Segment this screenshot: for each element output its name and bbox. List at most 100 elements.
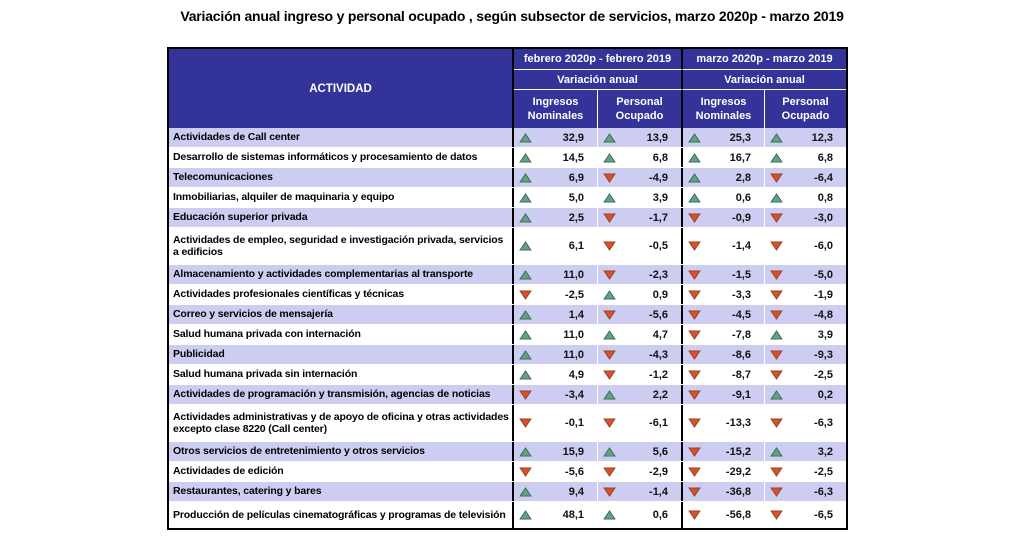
down-triangle-icon [603, 418, 616, 428]
cell-value: -3,0 [814, 211, 833, 224]
value-cell: 5,6 [598, 442, 683, 461]
value-cell: -2,9 [598, 462, 683, 481]
cell-value: -3,4 [565, 388, 584, 401]
cell-value: 3,2 [817, 445, 833, 458]
down-triangle-icon [688, 369, 701, 380]
down-triangle-icon [603, 241, 616, 251]
table-row: Publicidad 11,0 -4,3 -8,6 -9,3 [169, 345, 846, 365]
down-triangle-icon [770, 309, 783, 320]
value-cell: 16,7 [683, 148, 765, 167]
up-triangle-icon [770, 329, 783, 340]
value-cell: 3,9 [765, 325, 846, 344]
cell-value: 0,6 [652, 509, 668, 521]
value-cell: -29,2 [683, 462, 765, 481]
activity-name: Actividades de empleo, seguridad e inves… [169, 228, 514, 264]
down-triangle-icon [519, 389, 532, 400]
cell-value: -4,8 [814, 308, 833, 321]
up-triangle-icon [603, 152, 616, 163]
value-cell: 6,8 [598, 148, 683, 167]
value-cell: 6,8 [765, 148, 846, 167]
cell-value: 3,9 [652, 191, 668, 204]
value-cell: 0,6 [683, 188, 765, 207]
cell-value: 0,8 [817, 191, 833, 204]
value-cell: -4,3 [598, 345, 683, 364]
table-header: ACTIVIDAD febrero 2020p - febrero 2019 m… [169, 49, 846, 128]
up-triangle-icon [688, 192, 701, 203]
cell-value: -8,6 [732, 348, 751, 361]
value-cell: 2,5 [514, 208, 598, 227]
table-row: Educación superior privada 2,5 -1,7 -0,9… [169, 208, 846, 228]
up-triangle-icon [603, 289, 616, 300]
value-cell: -6,5 [765, 502, 846, 528]
variation-table: ACTIVIDAD febrero 2020p - febrero 2019 m… [167, 47, 848, 530]
up-triangle-icon [603, 389, 616, 400]
value-cell: 14,5 [514, 148, 598, 167]
cell-value: -2,9 [649, 465, 668, 478]
value-cell: 11,0 [514, 265, 598, 284]
cell-value: -2,5 [565, 288, 584, 301]
value-cell: -0,1 [514, 405, 598, 441]
down-triangle-icon [688, 212, 701, 223]
table-row: Actividades de empleo, seguridad e inves… [169, 228, 846, 265]
cell-value: 6,8 [817, 151, 833, 164]
up-triangle-icon [770, 192, 783, 203]
cell-value: -8,7 [732, 368, 751, 381]
cell-value: 0,6 [735, 191, 751, 204]
value-cell: 2,8 [683, 168, 765, 187]
cell-value: -0,5 [649, 240, 668, 252]
table-row: Almacenamiento y actividades complementa… [169, 265, 846, 285]
activity-name: Otros servicios de entretenimiento y otr… [169, 442, 514, 461]
down-triangle-icon [603, 466, 616, 477]
cell-value: -1,2 [649, 368, 668, 381]
cell-value: 1,4 [568, 308, 584, 321]
activity-name: Inmobiliarias, alquiler de maquinaria y … [169, 188, 514, 207]
cell-value: 13,9 [646, 131, 668, 144]
value-cell: -8,7 [683, 365, 765, 384]
down-triangle-icon [603, 172, 616, 183]
activity-name: Producción de películas cinematográficas… [169, 502, 514, 528]
cell-value: 6,9 [568, 171, 584, 184]
table-row: Salud humana privada sin internación 4,9… [169, 365, 846, 385]
cell-value: -6,4 [814, 171, 833, 184]
value-cell: 0,2 [765, 385, 846, 404]
up-triangle-icon [770, 389, 783, 400]
value-cell: -1,9 [765, 285, 846, 304]
activity-name: Actividades de edición [169, 462, 514, 481]
cell-value: -1,4 [649, 485, 668, 498]
value-cell: -6,4 [765, 168, 846, 187]
up-triangle-icon [603, 510, 616, 520]
cell-value: -6,3 [814, 485, 833, 498]
up-triangle-icon [519, 329, 532, 340]
cell-value: 0,9 [652, 288, 668, 301]
cell-value: 2,5 [568, 211, 584, 224]
cell-value: -5,0 [814, 268, 833, 281]
down-triangle-icon [688, 389, 701, 400]
cell-value: -2,3 [649, 268, 668, 281]
cell-value: 12,3 [811, 131, 833, 144]
activity-name: Restaurantes, catering y bares [169, 482, 514, 501]
value-cell: -7,8 [683, 325, 765, 344]
value-cell: -9,3 [765, 345, 846, 364]
down-triangle-icon [770, 349, 783, 360]
cell-value: 16,7 [729, 151, 751, 164]
table-row: Restaurantes, catering y bares 9,4 -1,4 … [169, 482, 846, 502]
value-cell: 3,2 [765, 442, 846, 461]
up-triangle-icon [519, 349, 532, 360]
up-triangle-icon [688, 132, 701, 143]
up-triangle-icon [519, 446, 532, 457]
cell-value: -9,1 [732, 388, 751, 401]
period-header-febrero: febrero 2020p - febrero 2019 [514, 49, 683, 70]
value-cell: -1,4 [598, 482, 683, 501]
up-triangle-icon [519, 510, 532, 520]
cell-value: 9,4 [568, 485, 584, 498]
value-cell: -4,8 [765, 305, 846, 324]
activity-name: Salud humana privada con internación [169, 325, 514, 344]
activity-name: Publicidad [169, 345, 514, 364]
value-cell: -56,8 [683, 502, 765, 528]
activity-name: Salud humana privada sin internación [169, 365, 514, 384]
value-cell: -4,9 [598, 168, 683, 187]
value-cell: 9,4 [514, 482, 598, 501]
activity-name: Actividades profesionales científicas y … [169, 285, 514, 304]
value-cell: 48,1 [514, 502, 598, 528]
cell-value: -1,5 [732, 268, 751, 281]
